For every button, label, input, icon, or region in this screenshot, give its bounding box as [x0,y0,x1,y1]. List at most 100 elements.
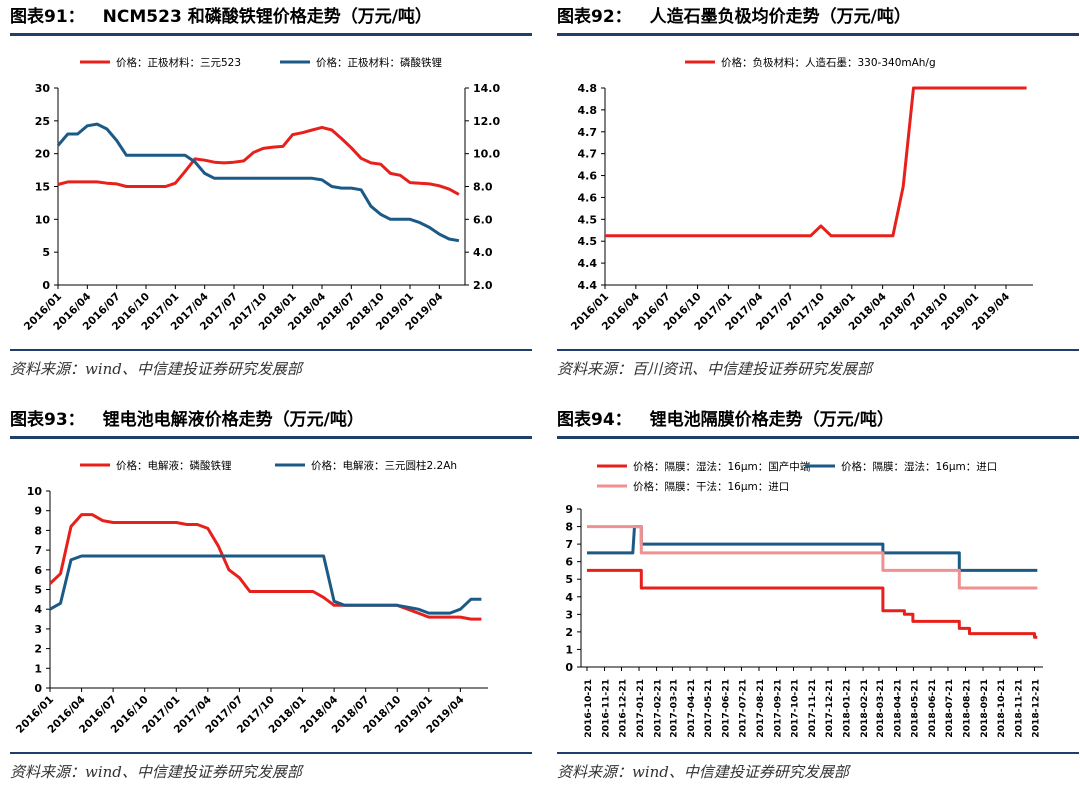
x-tick-label: 2018-05-21 [909,679,920,738]
x-tick-label: 2018-10-21 [996,679,1007,738]
y-tick-label: 15 [35,181,50,194]
y-tick-label: 1 [565,643,573,656]
y-tick-label: 3 [565,608,573,621]
chart-svg: 价格：负极材料：人造石墨：330-340mAh/g 4.4 4.4 4.5 4.5 4.6… [569,56,1033,333]
chart-title: 图表93： 锂电池电解液价格走势（万元/吨） [10,405,532,435]
x-tick-label: 2017-07-21 [737,679,748,738]
y-right-tick-label: 14.0 [473,82,500,95]
y-right-tick-label: 8.0 [473,181,493,194]
legend-label: 价格：电解液：三元圆柱2.2Ah [311,459,457,472]
y-right-tick-label: 4.0 [473,246,493,259]
y-tick-label: 10 [27,485,43,498]
legend-label: 价格：负极材料：人造石墨：330-340mAh/g [721,56,936,69]
x-tick-label: 2017-02-21 [653,679,664,738]
x-tick-label: 2017-04-21 [686,679,697,738]
y-tick-label: 8 [34,524,42,537]
source-rule [557,752,1079,754]
series-line [48,513,482,621]
chart-svg: 价格：隔膜：湿法：16μm：国产中端 价格：隔膜：湿法：16μm：进口价格：隔膜：… [565,460,1043,738]
y-tick-label: 1 [34,662,42,675]
source-rule [10,752,532,754]
chart-number: 图表91： [10,7,85,27]
y-tick-label: 4.5 [578,235,598,248]
chart-panel-94: 图表94： 锂电池隔膜价格走势（万元/吨） 价格：隔膜：湿法：16μm：国产中端 价… [557,405,1079,790]
y-tick-label: 5 [42,246,50,259]
chart-panel-91: 图表91： NCM523 和磷酸铁锂价格走势（万元/吨） 价格：正极材料：三元52… [10,2,532,390]
y-tick-label: 0 [42,279,50,292]
chart-svg: 价格：电解液：磷酸铁锂 价格：电解液：三元圆柱2.2Ah0123456789102… [14,459,488,736]
y-tick-label: 4.8 [578,82,598,95]
x-tick-label: 2016-10-21 [583,679,594,738]
y-tick-label: 4 [34,603,42,616]
legend-label: 价格：正极材料：三元523 [116,56,241,69]
x-tick-label: 2018-08-21 [961,679,972,738]
x-tick-label: 2018-12-21 [1031,679,1042,738]
y-tick-label: 30 [35,82,51,95]
source-rule [557,349,1079,351]
series-line [587,568,1038,639]
y-tick-label: 4.7 [578,148,598,161]
y-tick-label: 4 [565,591,573,604]
title-rule [557,33,1079,36]
source-note: 资料来源：wind、中信建投证券研究发展部 [10,763,302,781]
y-tick-label: 0 [34,682,42,695]
y-right-tick-label: 2.0 [473,279,493,292]
y-tick-label: 4.4 [578,257,598,270]
series-line [587,525,1038,572]
chart-title: 图表91： NCM523 和磷酸铁锂价格走势（万元/吨） [10,2,532,32]
chart-title-text: 锂电池隔膜价格走势（万元/吨） [649,410,894,430]
series-line [57,125,460,196]
legend-label: 价格：电解液：磷酸铁锂 [116,459,232,472]
x-tick-label: 2017-01-21 [635,679,646,738]
x-tick-label: 2018-01-21 [842,679,853,738]
chart-title-text: 锂电池电解液价格走势（万元/吨） [102,410,364,430]
x-tick-label: 2017-10-21 [790,679,801,738]
y-tick-label: 4.6 [578,191,598,204]
legend-label: 价格：隔膜：湿法：16μm：进口 [841,460,997,473]
y-tick-label: 8 [565,521,573,534]
y-tick-label: 7 [565,538,573,551]
x-tick-label: 2017-06-21 [720,679,731,738]
y-tick-label: 6 [565,556,573,569]
chart-title-text: 人造石墨负极均价走势（万元/吨） [649,7,911,27]
y-tick-label: 5 [565,573,573,586]
chart-title: 图表94： 锂电池隔膜价格走势（万元/吨） [557,405,1079,435]
x-tick-label: 2018-02-21 [859,679,870,738]
y-tick-label: 4.5 [578,213,598,226]
y-right-tick-label: 10.0 [473,148,500,161]
chart-number: 图表94： [557,410,632,430]
source-rule [10,349,532,351]
x-tick-label: 2018-09-21 [979,679,990,738]
x-tick-label: 2017-09-21 [773,679,784,738]
x-tick-label: 2017-05-21 [703,679,714,738]
chart-number: 图表93： [10,410,85,430]
legend-label: 价格：正极材料：磷酸铁锂 [316,56,442,69]
y-tick-label: 10 [35,213,51,226]
source-note: 资料来源：百川资讯、中信建投证券研究发展部 [557,360,873,378]
chart-panel-92: 图表92： 人造石墨负极均价走势（万元/吨） 价格：负极材料：人造石墨：330-3… [557,2,1079,390]
legend-label: 价格：隔膜：湿法：16μm：国产中端 [633,460,811,473]
y-right-tick-label: 6.0 [473,213,493,226]
y-tick-label: 2 [565,626,573,639]
x-tick-label: 2018-11-21 [1014,679,1025,738]
y-right-tick-label: 12.0 [473,115,500,128]
series-line [605,86,1027,238]
x-tick-label: 2018-03-21 [875,679,886,738]
chart-svg: 价格：正极材料：三元523 价格：正极材料：磷酸铁锂 0 5 10 15 20 25 30 2.0… [22,56,501,333]
y-tick-label: 7 [34,544,42,557]
x-tick-label: 2017-08-21 [755,679,766,738]
x-tick-label: 2017-12-21 [824,679,835,738]
x-tick-label: 2018-06-21 [927,679,938,738]
source-note: 资料来源：wind、中信建投证券研究发展部 [10,360,302,378]
x-tick-label: 2018-07-21 [944,679,955,738]
y-tick-label: 3 [34,623,42,636]
y-tick-label: 9 [565,503,573,516]
y-tick-label: 4.4 [578,279,598,292]
y-tick-label: 5 [34,584,42,597]
y-tick-label: 0 [565,661,573,674]
x-tick-label: 2016-11-21 [601,679,612,738]
chart-number: 图表92： [557,7,632,27]
title-rule [10,33,532,36]
title-rule [557,436,1079,439]
series-line [587,525,1038,590]
